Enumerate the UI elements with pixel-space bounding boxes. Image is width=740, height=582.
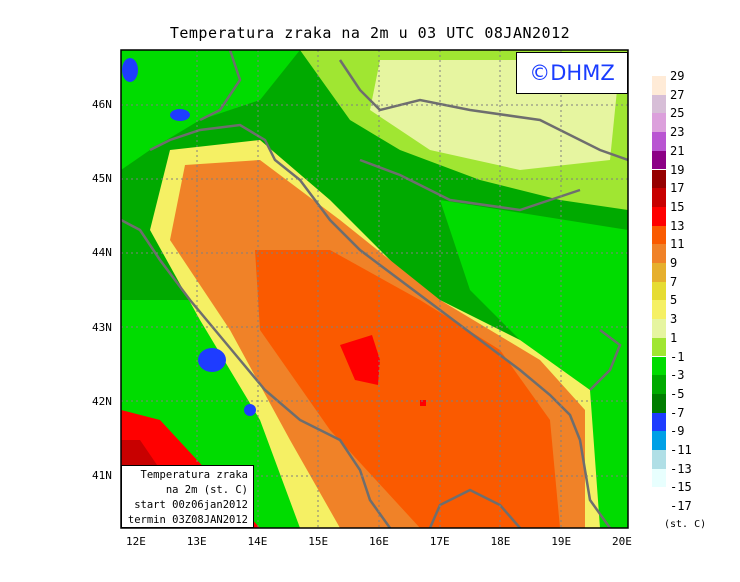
lat-tick-label: 41N [92,469,112,482]
info-line: Temperatura zraka [140,469,248,481]
legend-label: 25 [670,106,685,121]
lat-tick-label: 45N [92,172,112,186]
legend-swatch [652,356,666,376]
lat-tick-label: 46N [92,98,112,111]
temperature-field [121,50,628,528]
legend-swatch [652,169,666,189]
legend-label: 5 [670,293,678,308]
legend-swatch [652,225,666,245]
legend-label: 15 [670,199,685,214]
lat-tick-label: 43N [92,320,112,334]
legend-label: -17 [670,499,692,514]
legend-swatch [652,431,666,450]
map-title: Temperatura zraka na 2m u 03 UTC 08JAN20… [169,24,571,42]
legend-label: 21 [670,143,685,158]
legend-label: 27 [670,87,685,102]
legend-label: 19 [670,162,685,177]
legend-swatch [652,393,666,413]
legend-swatch [652,94,666,114]
legend-label: 17 [670,181,685,196]
legend-label: 29 [670,69,685,83]
map-frame [120,49,629,529]
legend-unit: (st. C) [664,519,707,530]
legend-label: 3 [670,312,678,327]
legend-swatch [652,206,666,226]
legend-label: 7 [670,274,678,289]
legend-label: 9 [670,256,678,270]
info-box: Temperatura zraka na 2m (st. C) start 00… [121,465,254,528]
lon-tick-label: 15E [308,535,329,548]
dhmz-logo: ©DHMZ [516,52,628,94]
legend-swatch [652,319,666,338]
legend-swatch [652,113,666,133]
legend-label: 23 [670,125,685,140]
legend-label: -15 [670,480,692,495]
legend-label: 11 [670,237,685,252]
info-line: na 2m (st. C) [165,484,248,496]
legend-swatch [652,132,666,151]
lon-tick-label: 19E [551,535,572,548]
legend-swatch [652,300,666,320]
coastline [121,50,628,528]
info-line: termin 03Z08JAN2012 [127,514,248,526]
legend-swatch [652,337,666,357]
legend-swatch [652,76,666,95]
legend-label: -1 [670,349,685,364]
lat-tick-label: 44N [92,246,112,260]
lon-tick-label: 18E [490,535,511,548]
lon-tick-label: 14E [247,535,268,548]
lat-tick-label: 42N [92,394,112,408]
legend-label: 1 [670,330,678,345]
legend-swatch [652,450,666,469]
legend-label: 13 [670,218,685,233]
legend-label: -13 [670,461,692,476]
legend-swatch [652,281,666,301]
legend-label: -5 [670,386,685,401]
legend-swatch [652,188,666,207]
legend-label: -9 [670,424,685,439]
legend-swatch [652,263,666,282]
legend-label: -3 [670,368,685,383]
lon-tick-label: 17E [429,535,450,548]
legend-swatch [652,412,666,432]
legend-swatch [652,150,666,170]
legend-swatch [652,468,666,488]
legend-swatch [652,375,666,394]
lon-tick-label: 16E [369,535,389,548]
legend-swatch [652,244,666,263]
info-line: start 00z06jan2012 [134,499,248,511]
lon-tick-label: 12E [126,535,146,548]
lon-tick-label: 20E [612,535,632,548]
legend-label: -7 [670,405,685,420]
legend-label: -11 [670,443,692,457]
lon-tick-label: 13E [186,535,207,548]
